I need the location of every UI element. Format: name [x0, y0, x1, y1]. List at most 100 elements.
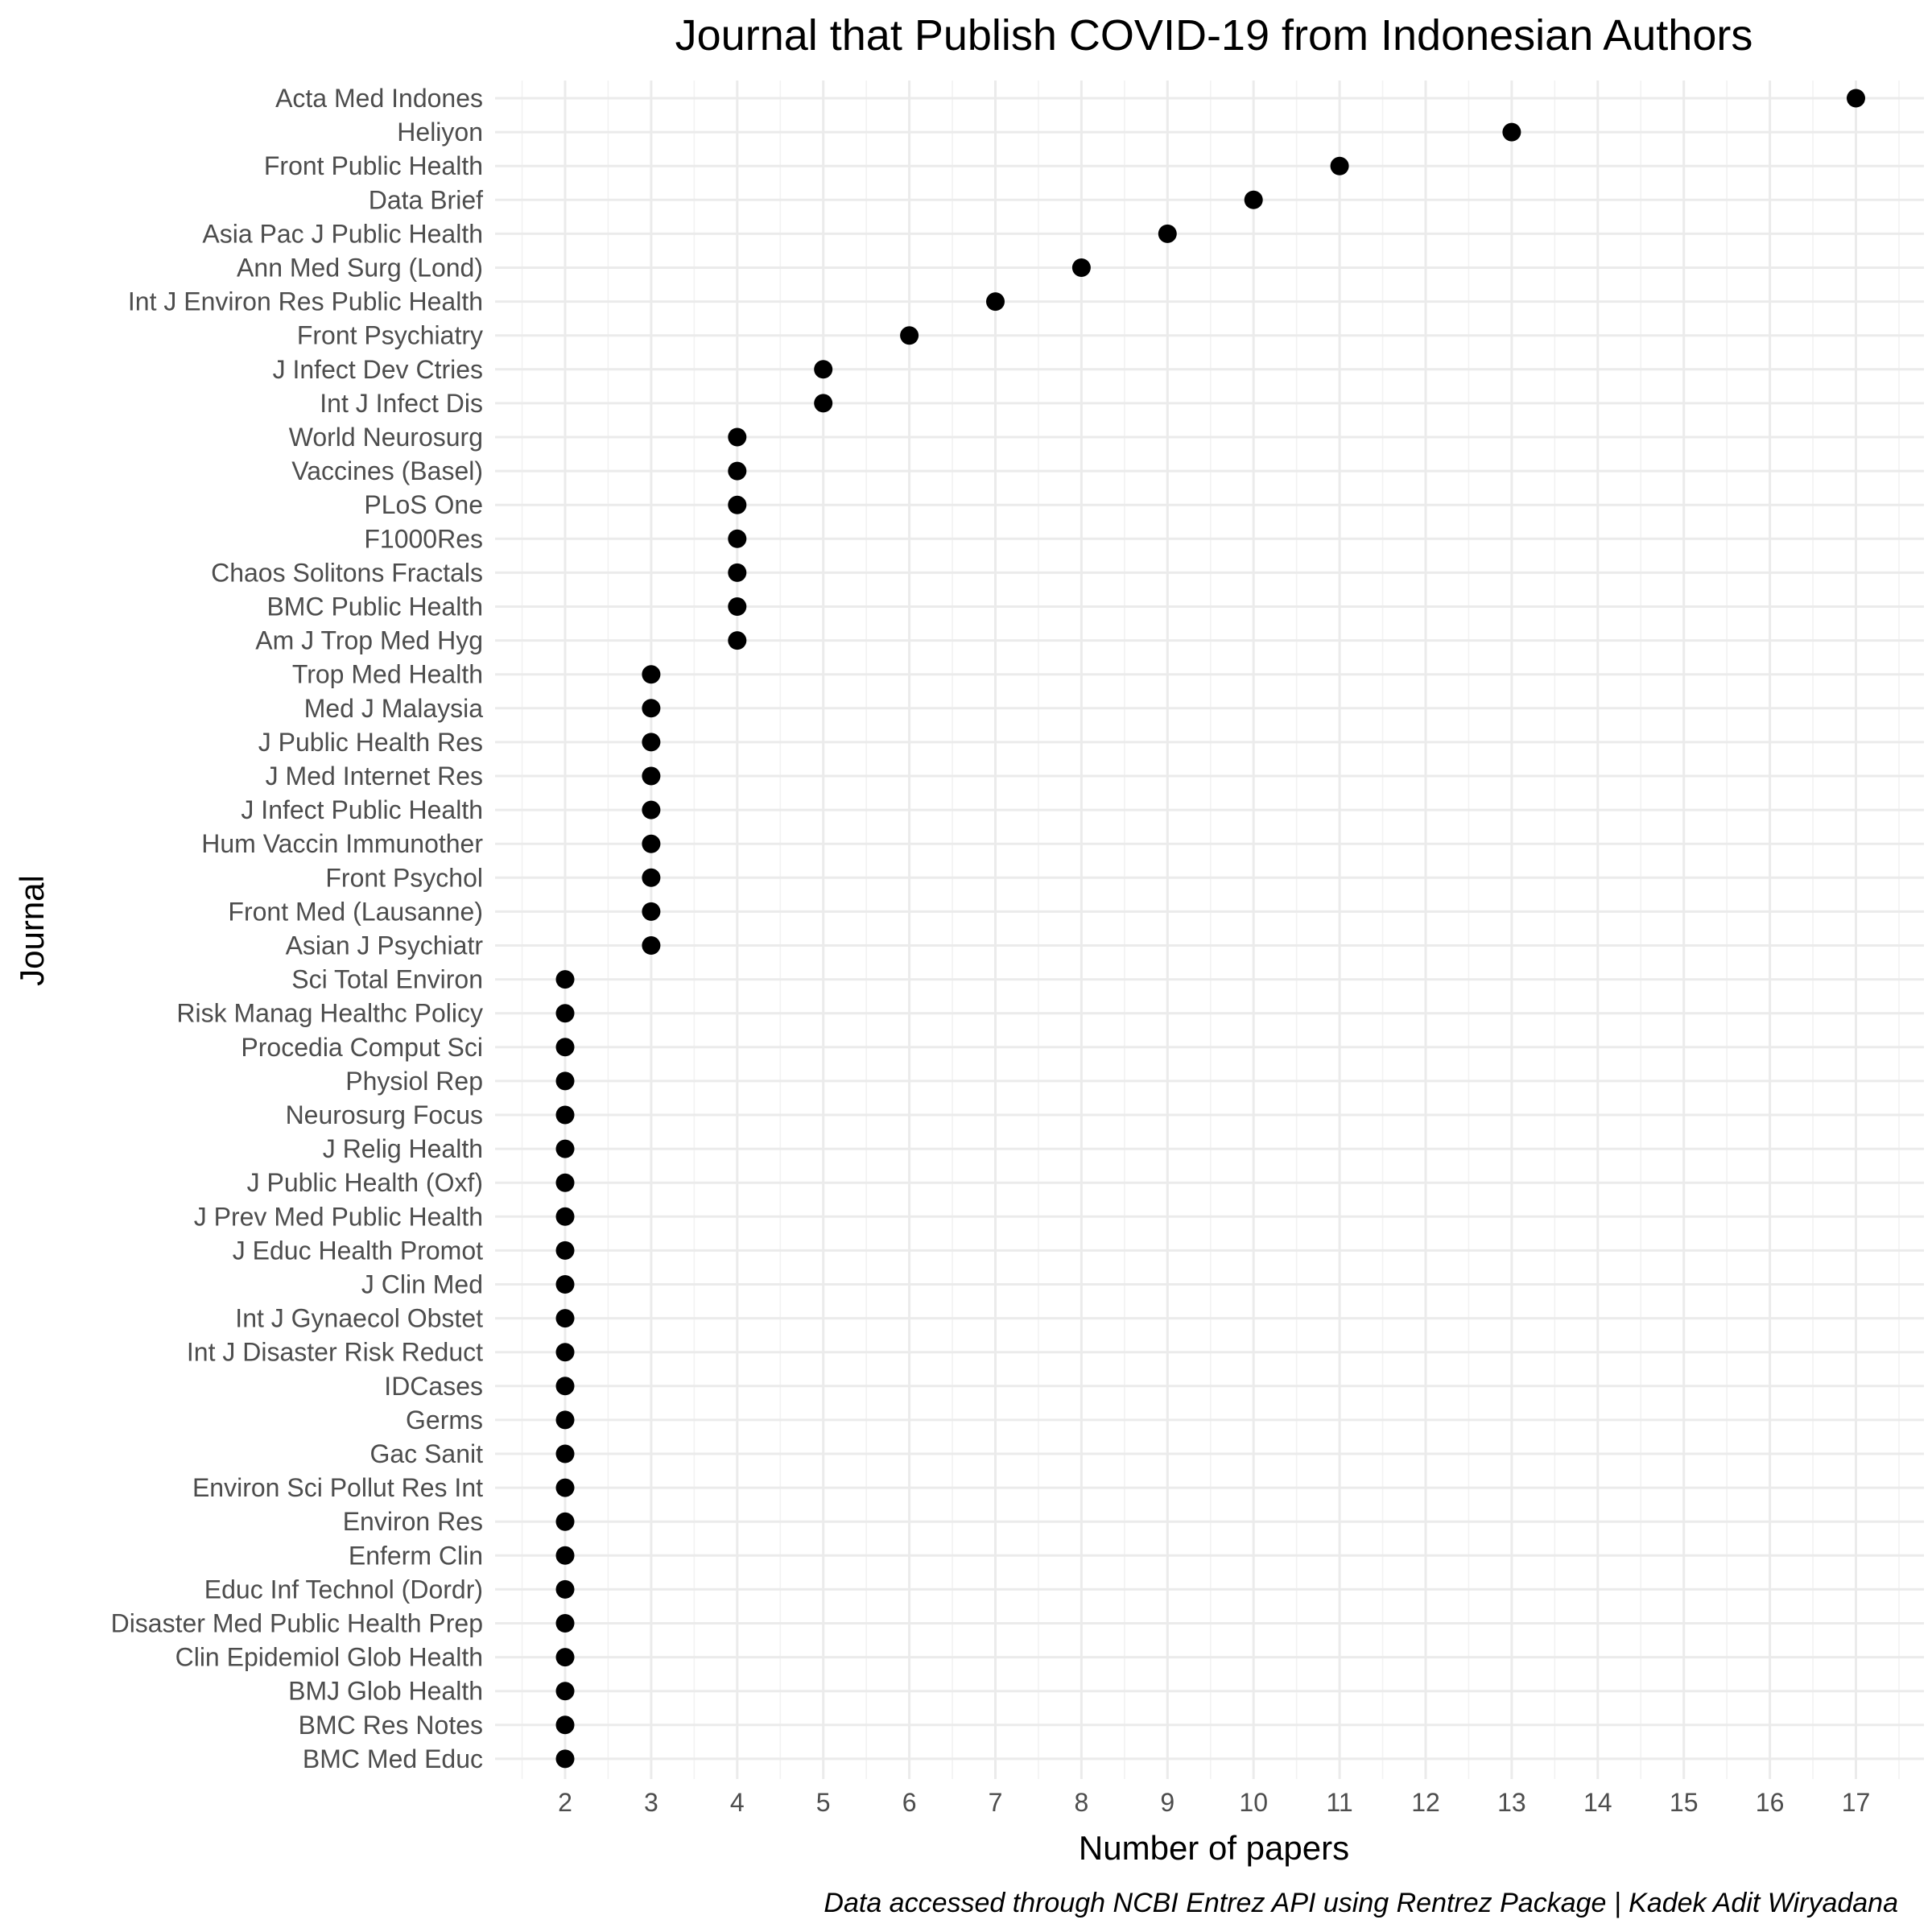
- y-tick-label: J Prev Med Public Health: [194, 1202, 483, 1231]
- y-tick-label: J Clin Med: [361, 1270, 483, 1299]
- y-tick-label: Chaos Solitons Fractals: [211, 558, 483, 587]
- x-axis-tick-labels: 2 3 4 5 6 7 8 9 10 11 12 13 14 15 16 17: [558, 1788, 1870, 1817]
- data-point: [814, 360, 833, 379]
- y-tick-label: Med J Malaysia: [304, 694, 484, 723]
- y-tick-label: Asia Pac J Public Health: [202, 219, 483, 248]
- x-tick-label: 15: [1670, 1788, 1699, 1817]
- y-tick-label: BMC Med Educ: [303, 1744, 483, 1773]
- y-tick-label: Heliyon: [397, 118, 483, 147]
- data-point: [814, 394, 833, 413]
- y-tick-label: Acta Med Indones: [275, 84, 483, 113]
- y-tick-label: Int J Disaster Risk Reduct: [187, 1338, 483, 1367]
- y-tick-label: Front Psychiatry: [297, 321, 483, 350]
- y-tick-label: Int J Gynaecol Obstet: [235, 1304, 483, 1333]
- data-point: [1502, 122, 1521, 142]
- data-point: [728, 597, 747, 616]
- data-point: [555, 1377, 575, 1396]
- data-point: [1158, 224, 1177, 243]
- data-point: [555, 1173, 575, 1192]
- data-point: [728, 427, 747, 447]
- data-point: [642, 800, 661, 819]
- y-tick-label: Enferm Clin: [349, 1541, 483, 1570]
- data-point: [555, 1071, 575, 1091]
- x-tick-label: 2: [558, 1788, 572, 1817]
- y-tick-label: Environ Sci Pollut Res Int: [192, 1473, 483, 1502]
- y-tick-label: Gac Sanit: [369, 1439, 483, 1468]
- y-tick-label: Risk Manag Healthc Policy: [176, 999, 483, 1028]
- data-point: [555, 1207, 575, 1226]
- y-axis-title: Journal: [13, 875, 51, 986]
- y-tick-label: Germs: [406, 1406, 483, 1435]
- x-tick-label: 14: [1583, 1788, 1612, 1817]
- x-tick-label: 17: [1842, 1788, 1871, 1817]
- y-tick-label: BMC Res Notes: [299, 1711, 483, 1740]
- y-tick-label: Clin Epidemiol Glob Health: [175, 1643, 483, 1672]
- x-tick-label: 16: [1756, 1788, 1785, 1817]
- y-tick-label: J Educ Health Promot: [233, 1236, 483, 1265]
- data-point: [555, 1614, 575, 1633]
- data-point: [900, 326, 919, 345]
- y-tick-label: Int J Environ Res Public Health: [128, 287, 483, 316]
- data-point: [728, 495, 747, 514]
- data-point: [555, 1579, 575, 1599]
- data-point: [1244, 190, 1263, 209]
- data-point: [642, 834, 661, 853]
- y-tick-label: Disaster Med Public Health Prep: [111, 1609, 483, 1638]
- y-tick-label: BMJ Glob Health: [288, 1677, 483, 1706]
- data-point: [1847, 89, 1865, 108]
- y-tick-label: Int J Infect Dis: [320, 389, 483, 418]
- data-point: [555, 1241, 575, 1260]
- data-point: [555, 1682, 575, 1701]
- x-tick-label: 4: [730, 1788, 745, 1817]
- data-point: [728, 563, 747, 582]
- y-tick-label: Educ Inf Technol (Dordr): [204, 1575, 483, 1604]
- chart-title: Journal that Publish COVID-19 from Indon…: [675, 11, 1753, 60]
- data-point: [555, 1275, 575, 1294]
- data-point: [555, 1309, 575, 1328]
- y-tick-label: J Infect Dev Ctries: [273, 355, 483, 384]
- data-points: [555, 89, 1865, 1769]
- y-tick-label: Data Brief: [369, 185, 483, 214]
- y-tick-label: Sci Total Environ: [291, 965, 483, 994]
- data-point: [1071, 258, 1091, 277]
- y-tick-label: Hum Vaccin Immunother: [201, 829, 483, 858]
- y-tick-label: J Public Health Res: [258, 728, 483, 757]
- data-point: [555, 1105, 575, 1125]
- data-point: [555, 1546, 575, 1565]
- data-point: [555, 1512, 575, 1531]
- x-tick-label: 11: [1326, 1788, 1352, 1817]
- data-point: [642, 699, 661, 718]
- y-tick-label: World Neurosurg: [289, 423, 483, 452]
- y-tick-label: Vaccines (Basel): [291, 456, 483, 485]
- data-point: [642, 868, 661, 887]
- y-tick-label: Ann Med Surg (Lond): [237, 254, 483, 283]
- data-point: [642, 766, 661, 786]
- y-tick-label: Trop Med Health: [292, 660, 483, 689]
- y-tick-label: Procedia Comput Sci: [241, 1033, 483, 1062]
- x-tick-label: 12: [1411, 1788, 1440, 1817]
- data-point: [555, 1444, 575, 1463]
- chart-caption: Data accessed through NCBI Entrez API us…: [824, 1888, 1898, 1918]
- y-tick-label: Front Public Health: [264, 151, 483, 180]
- x-tick-label: 9: [1160, 1788, 1174, 1817]
- y-tick-label: Front Psychol: [325, 863, 483, 892]
- data-point: [555, 1648, 575, 1667]
- y-tick-label: J Relig Health: [323, 1134, 483, 1163]
- y-tick-label: Asian J Psychiatr: [286, 931, 484, 960]
- x-tick-label: 10: [1239, 1788, 1268, 1817]
- x-tick-label: 6: [902, 1788, 917, 1817]
- y-tick-label: PLoS One: [364, 490, 483, 519]
- data-point: [728, 631, 747, 650]
- x-tick-label: 13: [1497, 1788, 1526, 1817]
- data-point: [555, 970, 575, 989]
- y-tick-label: Environ Res: [343, 1507, 483, 1536]
- y-tick-label: F1000Res: [364, 524, 483, 553]
- y-tick-label: J Public Health (Oxf): [247, 1168, 483, 1197]
- data-point: [555, 1749, 575, 1769]
- x-tick-label: 3: [644, 1788, 658, 1817]
- data-point: [642, 902, 661, 921]
- x-axis-title: Number of papers: [1079, 1829, 1349, 1867]
- data-point: [555, 1038, 575, 1057]
- data-point: [555, 1715, 575, 1735]
